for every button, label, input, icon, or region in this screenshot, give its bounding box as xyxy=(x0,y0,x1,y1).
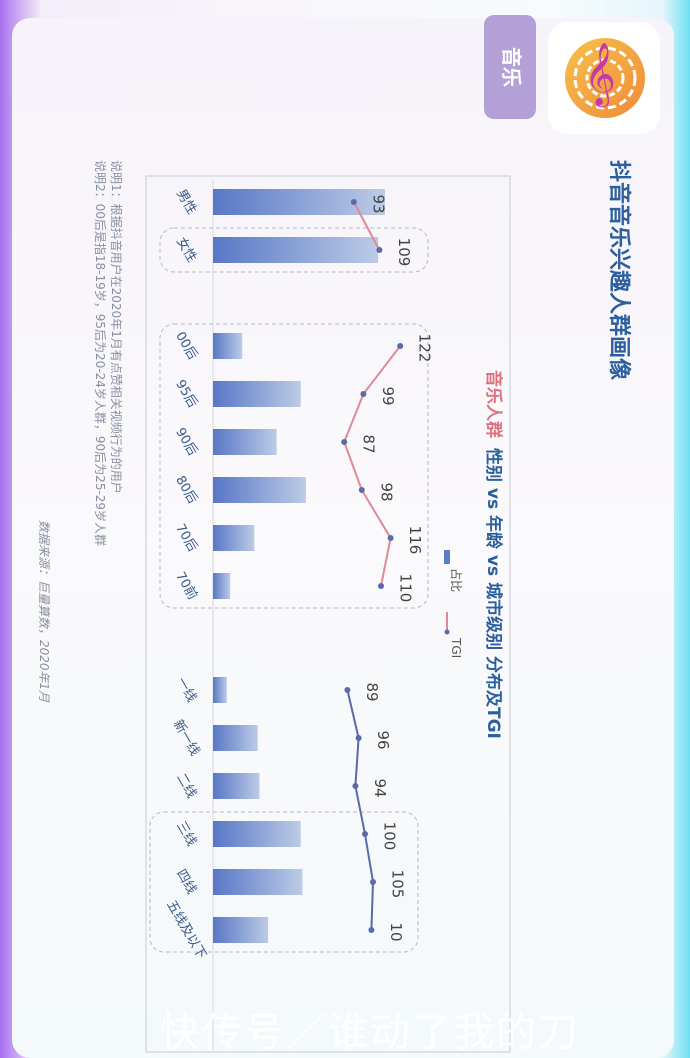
tgi-point xyxy=(352,783,359,789)
tgi-point xyxy=(355,735,362,741)
data-source: 数据来源：巨量算数，2020年1月 xyxy=(37,520,51,703)
category-label: 80后 xyxy=(172,473,200,506)
bar xyxy=(213,869,303,895)
tgi-value-label: 105 xyxy=(389,870,407,899)
highlight-box xyxy=(159,227,429,273)
badge-label: 音乐 xyxy=(500,47,524,87)
tgi-value-label: 87 xyxy=(360,434,378,453)
tgi-point xyxy=(358,487,365,493)
highlight-box xyxy=(159,323,429,609)
bar xyxy=(213,677,227,703)
category-label: 女性 xyxy=(173,234,200,265)
tgi-point xyxy=(341,439,348,445)
tgi-point xyxy=(376,247,383,253)
category-label: 一线 xyxy=(173,675,199,705)
watermark: 快传号／谁动了我的刀 xyxy=(160,1010,580,1056)
category-label: 90后 xyxy=(172,425,200,458)
tgi-value-label: 96 xyxy=(374,730,392,749)
chart-title-highlight: 音乐人群 xyxy=(483,370,504,438)
category-label: 二线 xyxy=(173,771,199,801)
svg-text:𝄞: 𝄞 xyxy=(584,42,616,108)
tgi-point xyxy=(368,927,375,933)
category-label: 70后 xyxy=(172,521,200,554)
category-label: 四线 xyxy=(173,867,199,897)
bar xyxy=(213,477,306,503)
legend-line-label: TGI xyxy=(449,637,463,658)
tgi-value-label: 99 xyxy=(379,386,397,405)
category-label: 70前 xyxy=(172,569,201,603)
tgi-value-label: 93 xyxy=(369,194,387,213)
tgi-value-label: 100 xyxy=(381,822,399,851)
tgi-point xyxy=(378,583,384,589)
category-label: 新一线 xyxy=(170,717,203,759)
tgi-value-label: 89 xyxy=(363,682,381,701)
tgi-line xyxy=(352,201,381,251)
bar xyxy=(213,429,277,455)
category-label: 五线及以下 xyxy=(163,898,208,962)
highlight-box xyxy=(149,811,419,953)
bar xyxy=(213,773,260,799)
note-1: 说明1：根据抖音用户在2020年1月有点赞相关视频行为的用户 xyxy=(109,160,124,494)
tgi-point xyxy=(362,831,368,837)
page-title: 抖音音乐兴趣人群画像 xyxy=(606,160,632,381)
tgi-value-label: 122 xyxy=(416,334,434,363)
tgi-point xyxy=(344,687,351,693)
tgi-value-label: 98 xyxy=(377,482,395,501)
tgi-value-label: 116 xyxy=(406,526,424,555)
tgi-point xyxy=(397,343,404,349)
bar xyxy=(213,525,255,551)
tgi-value-label: 110 xyxy=(397,574,415,603)
legend-line-dot xyxy=(444,629,450,635)
category-label: 三线 xyxy=(173,819,199,849)
tgi-point xyxy=(370,879,376,885)
legend: 占比 TGI xyxy=(444,550,464,658)
tgi-line xyxy=(346,689,375,931)
legend-bar-swatch xyxy=(444,550,450,564)
tgi-line xyxy=(343,345,401,587)
legend-bar-label: 占比 xyxy=(449,568,464,592)
tgi-value-label: 10 xyxy=(387,922,405,941)
tgi-point xyxy=(360,391,367,397)
chart-title: 音乐人群性别 vs 年龄 vs 城市级别 分布及TGI xyxy=(483,370,504,739)
music-note-logo-icon: 𝄞 xyxy=(565,38,645,118)
bar xyxy=(213,381,301,407)
category-label: 男性 xyxy=(173,187,199,217)
bar xyxy=(213,237,379,263)
tgi-value-label: 94 xyxy=(371,778,389,797)
category-badge xyxy=(484,15,536,119)
bar xyxy=(213,821,301,847)
bar xyxy=(213,573,231,599)
chart-title-main: 性别 vs 年龄 vs 城市级别 分布及TGI xyxy=(483,448,504,739)
note-2: 说明2：00后是指18-19岁，95后为20-24岁人群，90后为25-29岁人… xyxy=(93,160,108,546)
chart-frame xyxy=(145,175,511,1053)
tgi-point xyxy=(350,199,357,205)
bar xyxy=(213,917,269,943)
tgi-point xyxy=(387,535,394,541)
bar xyxy=(213,333,243,359)
tgi-value-label: 109 xyxy=(395,238,413,267)
category-label: 00后 xyxy=(172,329,200,362)
bar xyxy=(213,725,258,751)
category-label: 95后 xyxy=(172,377,200,410)
